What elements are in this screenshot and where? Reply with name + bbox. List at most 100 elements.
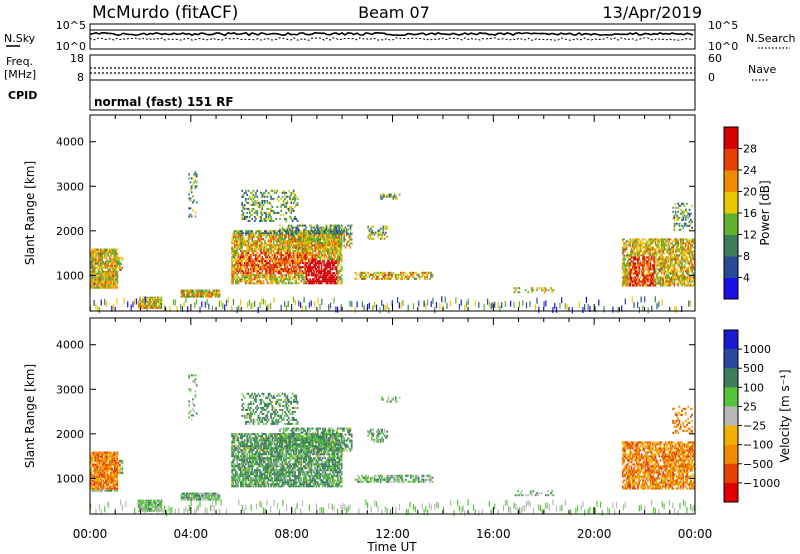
range-gate-cell bbox=[661, 240, 663, 243]
range-gate-cell bbox=[286, 240, 289, 243]
range-gate-cell bbox=[110, 252, 112, 255]
range-gate-cell bbox=[327, 274, 329, 277]
range-gate-cell bbox=[625, 280, 628, 283]
range-gate-cell bbox=[683, 274, 686, 277]
range-gate-cell bbox=[377, 271, 380, 274]
range-gate-cell bbox=[93, 258, 96, 261]
range-gate-cell bbox=[107, 274, 110, 277]
range-gate-cell bbox=[314, 260, 317, 263]
range-gate-cell bbox=[266, 272, 269, 275]
range-gate-cell bbox=[266, 199, 269, 202]
range-gate-cell bbox=[279, 246, 281, 249]
range-gate-cell bbox=[298, 250, 300, 253]
range-gate-cell bbox=[332, 278, 334, 281]
range-gate-cell bbox=[246, 207, 248, 210]
range-gate-cell bbox=[677, 284, 680, 287]
range-gate-cell bbox=[677, 206, 680, 209]
ground-scatter-cell bbox=[250, 303, 252, 310]
range-gate-cell bbox=[90, 479, 92, 482]
range-gate-cell bbox=[269, 276, 271, 279]
range-gate-cell bbox=[430, 273, 432, 276]
range-gate-cell bbox=[531, 291, 533, 294]
range-gate-cell bbox=[692, 284, 695, 287]
range-gate-cell bbox=[637, 252, 639, 255]
range-gate-cell bbox=[663, 284, 666, 287]
range-gate-cell bbox=[640, 272, 643, 275]
range-gate-cell bbox=[290, 240, 293, 243]
range-gate-cell bbox=[286, 264, 289, 267]
ground-scatter-cell bbox=[319, 303, 321, 310]
range-gate-cell bbox=[673, 282, 676, 285]
range-gate-cell bbox=[329, 278, 332, 281]
range-gate-cell bbox=[105, 270, 107, 273]
range-gate-cell bbox=[658, 270, 661, 273]
range-gate-cell bbox=[242, 217, 245, 220]
range-gate-cell bbox=[285, 232, 288, 235]
range-gate-cell bbox=[106, 282, 109, 285]
range-gate-cell bbox=[234, 240, 237, 243]
range-gate-cell bbox=[289, 234, 291, 237]
range-gate-cell bbox=[270, 219, 272, 222]
range-gate-cell bbox=[653, 248, 656, 251]
range-gate-cell bbox=[329, 276, 332, 279]
range-gate-cell bbox=[686, 268, 688, 271]
range-gate-cell bbox=[683, 210, 686, 213]
range-gate-cell bbox=[296, 232, 299, 235]
range-gate-cell bbox=[645, 246, 648, 249]
ground-scatter-cell bbox=[116, 298, 118, 305]
range-gate-cell bbox=[269, 230, 271, 233]
range-gate-cell bbox=[623, 238, 625, 241]
range-gate-cell bbox=[103, 278, 106, 281]
range-gate-cell bbox=[102, 250, 105, 253]
range-gate-cell bbox=[251, 262, 253, 265]
range-gate-cell bbox=[429, 271, 431, 274]
range-gate-cell bbox=[282, 270, 285, 273]
range-gate-cell bbox=[332, 274, 334, 277]
range-gate-cell bbox=[327, 252, 329, 255]
range-gate-cell bbox=[327, 230, 329, 233]
range-gate-cell bbox=[113, 487, 116, 490]
range-gate-cell bbox=[92, 451, 95, 454]
range-gate-cell bbox=[113, 471, 116, 474]
range-gate-cell bbox=[240, 240, 242, 243]
range-gate-cell bbox=[241, 232, 243, 235]
range-gate-cell bbox=[332, 228, 334, 231]
range-gate-cell bbox=[644, 242, 647, 245]
range-gate-cell bbox=[269, 246, 271, 249]
range-gate-cell bbox=[621, 264, 624, 267]
range-gate-cell bbox=[91, 272, 93, 275]
range-gate-cell bbox=[234, 242, 237, 245]
range-gate-cell bbox=[524, 289, 527, 292]
range-gate-cell bbox=[98, 266, 101, 269]
range-gate-cell bbox=[649, 242, 652, 245]
range-gate-cell bbox=[241, 234, 243, 237]
range-gate-cell bbox=[324, 244, 327, 247]
range-gate-cell bbox=[105, 451, 107, 454]
range-gate-cell bbox=[653, 260, 656, 263]
range-gate-cell bbox=[112, 276, 115, 279]
range-gate-cell bbox=[338, 240, 340, 243]
range-gate-cell bbox=[106, 471, 109, 474]
ground-scatter-cell bbox=[201, 301, 203, 308]
range-gate-cell bbox=[625, 282, 628, 285]
range-gate-cell bbox=[649, 262, 652, 265]
range-gate-cell bbox=[246, 280, 248, 283]
range-gate-cell bbox=[111, 463, 114, 466]
range-gate-cell bbox=[248, 254, 251, 257]
range-gate-cell bbox=[260, 230, 262, 233]
range-gate-cell bbox=[93, 250, 96, 253]
range-gate-cell bbox=[296, 201, 299, 204]
range-gate-cell bbox=[333, 276, 335, 279]
range-gate-cell bbox=[334, 266, 337, 269]
range-gate-cell bbox=[203, 291, 206, 294]
range-gate-cell bbox=[267, 232, 270, 235]
range-gate-cell bbox=[371, 229, 373, 232]
range-gate-cell bbox=[238, 244, 241, 247]
range-gate-cell bbox=[289, 230, 291, 233]
range-gate-cell bbox=[252, 260, 255, 263]
range-gate-cell bbox=[272, 244, 275, 247]
range-gate-cell bbox=[682, 248, 685, 251]
range-gate-cell bbox=[381, 277, 383, 280]
range-gate-cell bbox=[630, 246, 633, 249]
range-gate-cell bbox=[110, 254, 112, 257]
